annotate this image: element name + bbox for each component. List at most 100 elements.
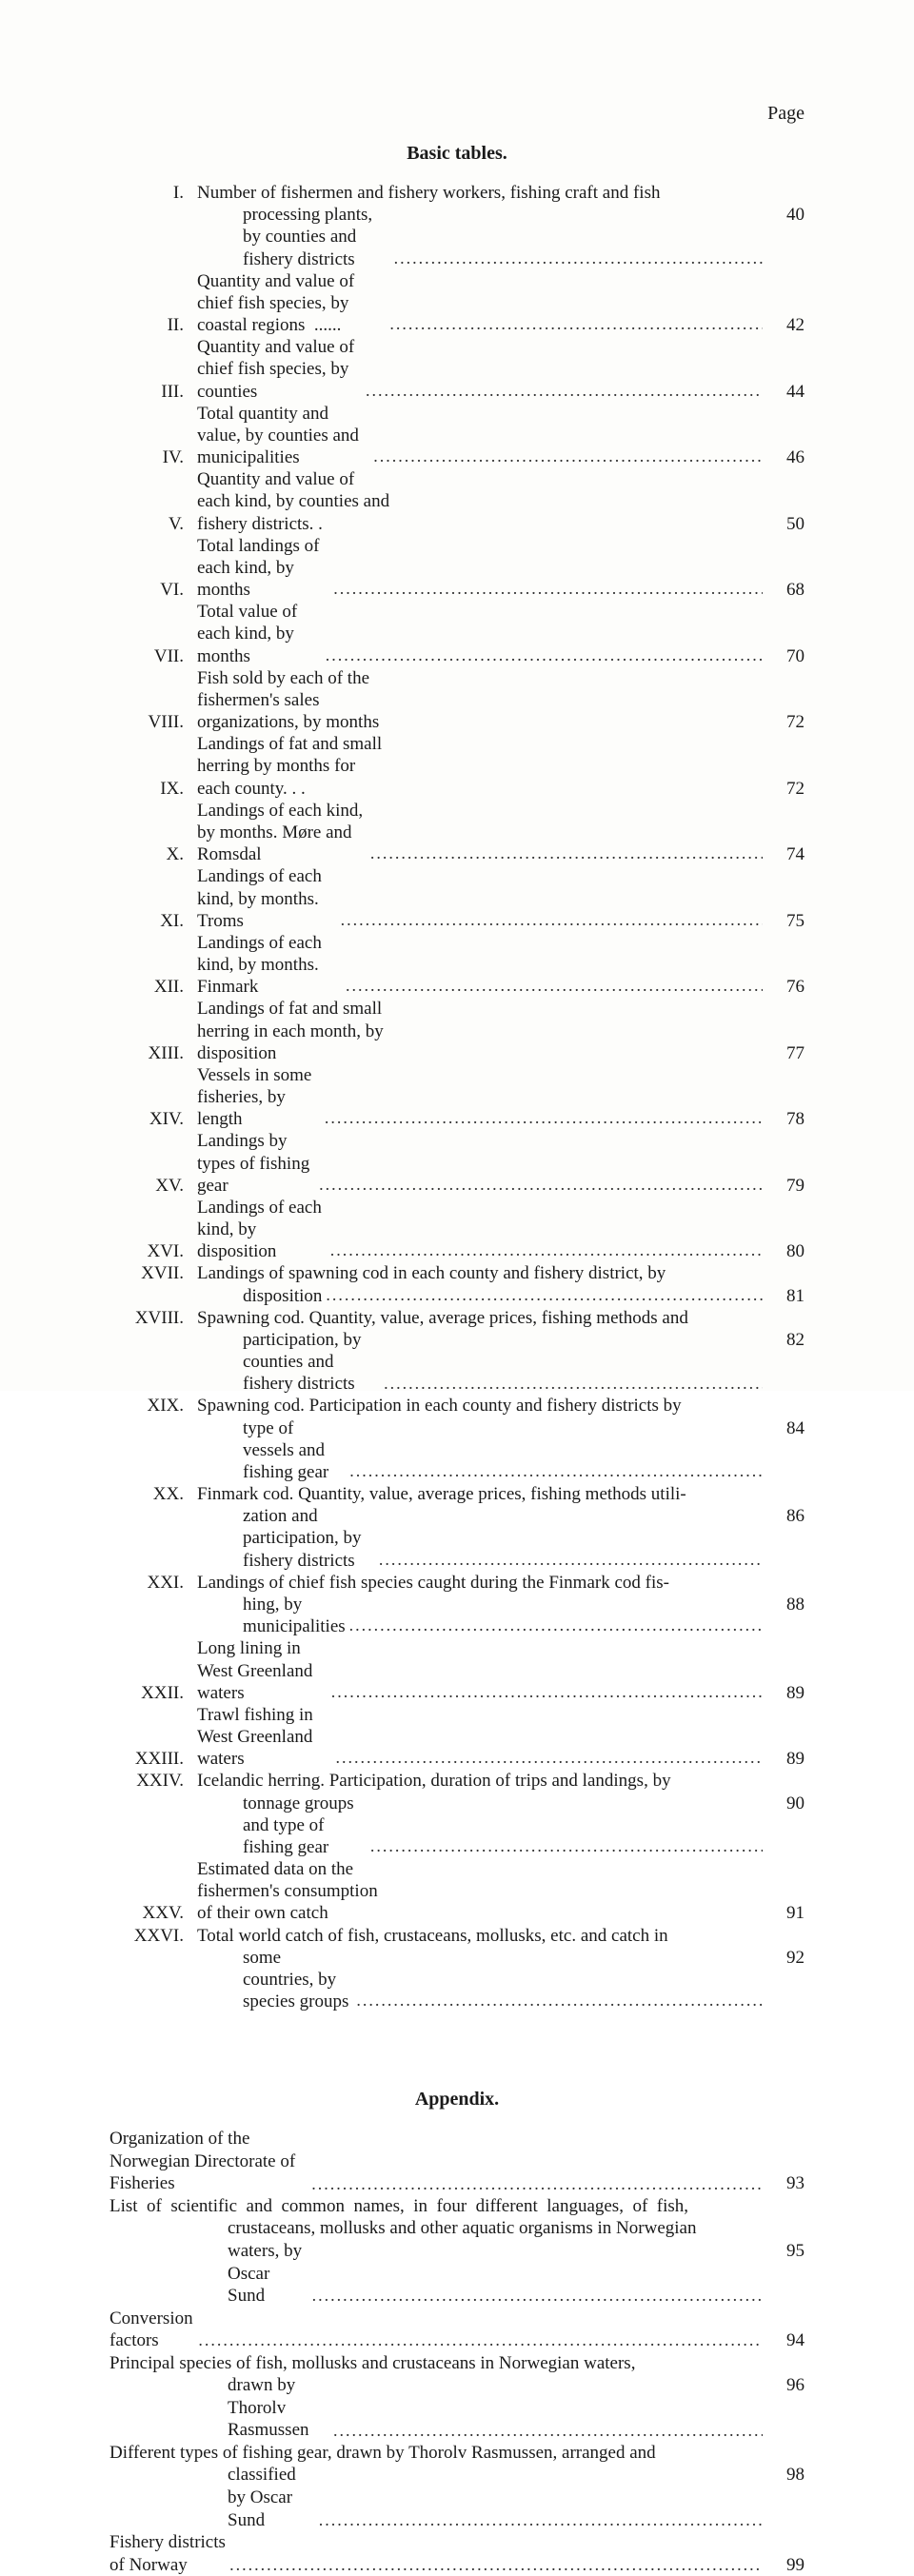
toc-roman: VI. xyxy=(109,579,197,601)
toc-entry: IV.Total quantity and value, by counties… xyxy=(109,403,805,469)
toc-text: zation and participation, by fishery dis… xyxy=(243,1505,375,1572)
toc-leader: ........................................… xyxy=(386,314,763,335)
toc-leader: ........................................… xyxy=(375,1550,763,1571)
toc-entry: tonnage groups and type of fishing gear.… xyxy=(109,1793,805,1859)
toc-text: Total quantity and value, by counties an… xyxy=(197,403,369,469)
toc-page-number: 91 xyxy=(763,1902,805,1924)
toc-entry: participation, by counties and fishery d… xyxy=(109,1329,805,1396)
appendix-entry: Different types of fishing gear, drawn b… xyxy=(109,2442,805,2465)
toc-leader: ........................................… xyxy=(328,1682,763,1703)
toc-entry: disposition.............................… xyxy=(109,1285,805,1307)
toc-roman: XIII. xyxy=(109,1042,197,1064)
toc-leader: ........................................… xyxy=(226,2554,763,2575)
appendix-text: Different types of fishing gear, drawn b… xyxy=(109,2442,656,2465)
toc-leader: ........................................… xyxy=(337,910,763,931)
toc-text: Landings of each kind, by disposition xyxy=(197,1197,327,1263)
toc-page-number: 80 xyxy=(763,1240,805,1262)
section-title-appendix: Appendix. xyxy=(109,2089,805,2110)
toc-roman: XXIII. xyxy=(109,1748,197,1770)
toc-entry: XIII.Landings of fat and small herring i… xyxy=(109,998,805,1064)
toc-entry: III.Quantity and value of chief fish spe… xyxy=(109,336,805,403)
toc-entry: XVI.Landings of each kind, by dispositio… xyxy=(109,1197,805,1263)
toc-entry: X.Landings of each kind, by months. Møre… xyxy=(109,800,805,866)
toc-text: type of vessels and fishing gear xyxy=(243,1417,346,1484)
toc-leader: ........................................… xyxy=(308,2285,763,2306)
toc-leader: ........................................… xyxy=(390,248,763,269)
toc-roman: XVIII. xyxy=(109,1307,197,1329)
toc-text: Quantity and value of each kind, by coun… xyxy=(197,468,391,535)
toc-leader: ........................................… xyxy=(194,2329,763,2350)
section-title-basic-tables: Basic tables. xyxy=(109,143,805,165)
toc-entry: hing, by municipalities.................… xyxy=(109,1594,805,1637)
toc-basic-tables: I.Number of fishermen and fishery worker… xyxy=(109,182,805,2012)
toc-entry: VIII.Fish sold by each of the fishermen'… xyxy=(109,667,805,734)
toc-page-number: 68 xyxy=(763,579,805,601)
toc-text: disposition xyxy=(243,1285,322,1307)
toc-text: Total landings of each kind, by months xyxy=(197,535,329,602)
toc-roman: XXV. xyxy=(109,1902,197,1924)
toc-leader: ........................................… xyxy=(380,1374,763,1395)
toc-text: Quantity and value of chief fish species… xyxy=(197,270,386,337)
toc-page-number: 84 xyxy=(763,1417,805,1484)
toc-entry: VII.Total value of each kind, by months.… xyxy=(109,601,805,667)
toc-text: Vessels in some fisheries, by length xyxy=(197,1064,321,1131)
toc-text: Landings of each kind, by months. Troms xyxy=(197,865,337,932)
toc-entry: XXV.Estimated data on the fishermen's co… xyxy=(109,1858,805,1925)
toc-entry: XXIII.Trawl fishing in West Greenland wa… xyxy=(109,1704,805,1771)
toc-leader: ........................................… xyxy=(322,645,763,666)
toc-entry: XV.Landings by types of fishing gear....… xyxy=(109,1130,805,1197)
toc-roman: IV. xyxy=(109,446,197,468)
toc-roman: XIX. xyxy=(109,1395,197,1417)
toc-leader: ........................................… xyxy=(367,1836,763,1857)
toc-roman: XVI. xyxy=(109,1240,197,1262)
toc-text: Long lining in West Greenland waters xyxy=(197,1637,328,1704)
toc-entry: XVIII.Spawning cod. Quantity, value, ave… xyxy=(109,1307,805,1329)
toc-roman: X. xyxy=(109,843,197,865)
appendix-text: List of scientific and common names, in … xyxy=(109,2195,688,2218)
toc-text: some countries, by species groups xyxy=(243,1947,352,2013)
toc-text: participation, by counties and fishery d… xyxy=(243,1329,380,1396)
toc-leader: ........................................… xyxy=(315,1175,763,1196)
appendix-page-number: 95 xyxy=(763,2240,805,2308)
toc-entry: processing plants, by counties and fishe… xyxy=(109,204,805,270)
toc-page-number: 79 xyxy=(763,1175,805,1197)
toc-entry: XI.Landings of each kind, by months. Tro… xyxy=(109,865,805,932)
toc-page-number: 70 xyxy=(763,645,805,667)
page-label: Page xyxy=(767,103,805,125)
toc-text: Landings by types of fishing gear xyxy=(197,1130,315,1197)
document-page: Page Basic tables. I.Number of fishermen… xyxy=(0,0,914,1391)
appendix-text: Conversion factors xyxy=(109,2308,194,2352)
toc-roman: II. xyxy=(109,314,197,336)
toc-roman: XXVI. xyxy=(109,1925,197,1947)
toc-roman: XXIV. xyxy=(109,1770,197,1792)
appendix-page-number: 93 xyxy=(763,2172,805,2195)
toc-page-number: 74 xyxy=(763,843,805,865)
toc-leader: ........................................… xyxy=(322,1285,763,1306)
toc-entry: XII.Landings of each kind, by months. Fi… xyxy=(109,932,805,999)
toc-entry: XVII.Landings of spawning cod in each co… xyxy=(109,1262,805,1284)
appendix-text: classified by Oscar Sund xyxy=(228,2464,315,2531)
toc-text: Quantity and value of chief fish species… xyxy=(197,336,362,403)
toc-roman: VII. xyxy=(109,645,197,667)
toc-page-number: 90 xyxy=(763,1793,805,1859)
toc-page-number: 44 xyxy=(763,381,805,403)
appendix-text: crustaceans, mollusks and other aquatic … xyxy=(228,2217,696,2240)
toc-page-number: 88 xyxy=(763,1594,805,1637)
toc-entry: type of vessels and fishing gear........… xyxy=(109,1417,805,1484)
toc-roman: XX. xyxy=(109,1483,197,1505)
toc-leader: ........................................… xyxy=(329,2420,763,2441)
toc-text: Landings of fat and small herring in eac… xyxy=(197,998,386,1064)
toc-entry: XXII.Long lining in West Greenland water… xyxy=(109,1637,805,1704)
toc-text: Landings of spawning cod in each county … xyxy=(197,1262,666,1284)
toc-page-number: 86 xyxy=(763,1505,805,1572)
appendix-entry: Conversion factors......................… xyxy=(109,2308,805,2352)
toc-page-number: 46 xyxy=(763,446,805,468)
toc-roman: XVII. xyxy=(109,1262,197,1284)
toc-text: Finmark cod. Quantity, value, average pr… xyxy=(197,1483,686,1505)
toc-text: processing plants, by counties and fishe… xyxy=(243,204,390,270)
toc-text: Fish sold by each of the fishermen's sal… xyxy=(197,667,392,734)
toc-leader: ........................................… xyxy=(362,381,763,402)
toc-entry: XXVI.Total world catch of fish, crustace… xyxy=(109,1925,805,1947)
toc-roman: VIII. xyxy=(109,711,197,733)
appendix-text: waters, by Oscar Sund xyxy=(228,2240,308,2308)
